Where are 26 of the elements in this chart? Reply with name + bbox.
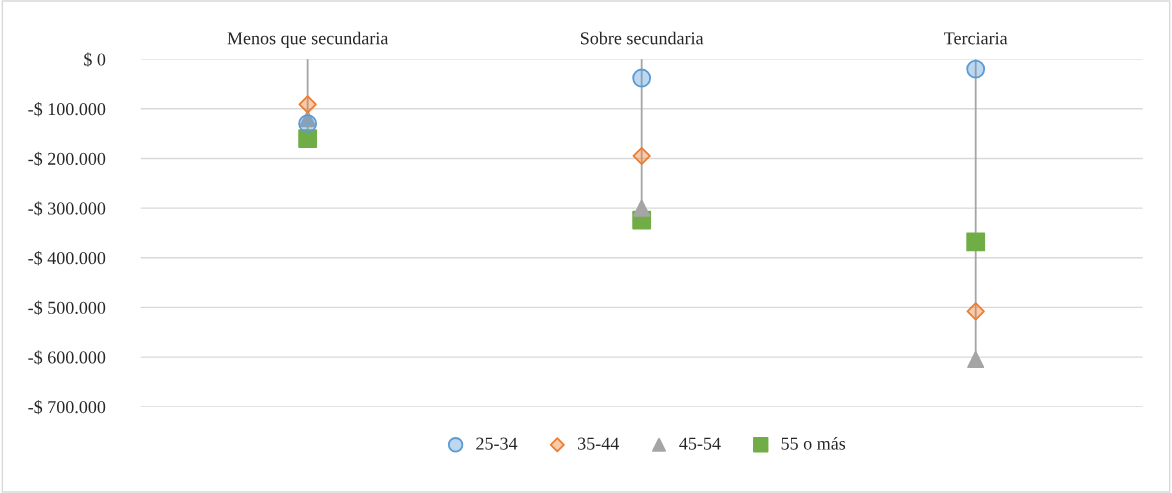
y-tick-label: -$ 400.000 — [28, 250, 106, 266]
y-tick-label: -$ 300.000 — [28, 201, 106, 216]
point — [632, 146, 651, 166]
point — [298, 114, 318, 134]
y-tick-label: -$ 500.000 — [28, 300, 106, 316]
legend-label: 45-54 — [679, 437, 721, 450]
point — [298, 95, 317, 114]
x-tick-label: Sobre secundaria — [580, 31, 704, 45]
x-tick-label: Terciaria — [944, 32, 1008, 45]
point — [633, 199, 651, 217]
point — [966, 232, 986, 252]
point — [966, 59, 986, 79]
point — [299, 110, 317, 128]
y-tick-label: $ 0 — [84, 52, 106, 67]
x-tick-label: Menos que secundaria — [227, 31, 389, 49]
y-tick-label: -$ 600.000 — [28, 350, 106, 365]
y-tick-label: -$ 100.000 — [28, 102, 106, 117]
point — [298, 129, 318, 149]
legend-label: 25-34 — [476, 437, 518, 450]
y-tick-label: -$ 200.000 — [28, 151, 106, 167]
point — [632, 68, 652, 88]
point — [966, 302, 985, 321]
point — [967, 351, 985, 369]
legend-label: 55 o más — [781, 436, 846, 450]
y-tick-label: -$ 700.000 — [28, 399, 106, 415]
legend-label: 35-44 — [578, 437, 620, 450]
